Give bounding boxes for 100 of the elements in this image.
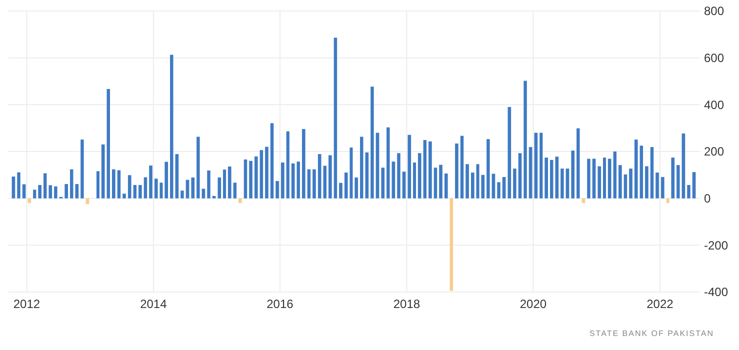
bar xyxy=(286,131,290,198)
bar xyxy=(291,163,295,198)
bar xyxy=(439,164,442,198)
bar xyxy=(660,177,664,198)
bar xyxy=(587,158,590,198)
bar xyxy=(602,158,606,198)
bar xyxy=(22,184,26,198)
bar xyxy=(608,158,612,198)
x-tick-label: 2018 xyxy=(393,297,420,311)
bar xyxy=(613,152,616,198)
bar xyxy=(666,198,670,204)
bar xyxy=(218,177,222,198)
bar xyxy=(592,158,596,198)
bar xyxy=(276,181,279,198)
bar xyxy=(180,190,184,198)
bar xyxy=(196,136,200,198)
bar xyxy=(492,174,496,198)
bar xyxy=(624,174,628,198)
bar xyxy=(497,182,500,198)
bar xyxy=(365,152,369,198)
bar xyxy=(550,160,554,198)
bar xyxy=(328,155,332,198)
bar xyxy=(540,132,543,198)
x-tick-label: 2020 xyxy=(520,297,547,311)
bar xyxy=(238,198,242,204)
x-tick-label: 2014 xyxy=(140,297,168,311)
bar xyxy=(122,194,126,198)
bar xyxy=(634,140,638,198)
bar xyxy=(466,164,469,198)
bar xyxy=(360,136,364,198)
bar xyxy=(318,154,322,198)
bar xyxy=(528,147,532,198)
x-tick-label: 2012 xyxy=(13,297,40,311)
bar xyxy=(164,162,168,198)
bar xyxy=(450,198,454,291)
bar xyxy=(96,171,100,198)
bar xyxy=(228,166,232,198)
bar xyxy=(339,182,342,198)
bar xyxy=(54,186,58,198)
x-tick-label: 2022 xyxy=(646,297,674,311)
bar xyxy=(117,170,121,198)
y-tick-label: -200 xyxy=(704,238,728,252)
bar xyxy=(392,162,396,198)
text: STATE BANK OF PAKISTAN xyxy=(589,329,714,338)
bar xyxy=(281,162,284,198)
bar xyxy=(486,139,490,198)
bar xyxy=(233,182,237,198)
bar xyxy=(455,144,458,198)
bar xyxy=(518,153,522,198)
bar xyxy=(302,129,306,198)
bar xyxy=(254,156,258,198)
bar xyxy=(28,198,32,204)
bar xyxy=(629,168,632,198)
bar xyxy=(645,166,648,198)
y-tick-label: 0 xyxy=(704,192,711,206)
bar xyxy=(418,153,422,198)
bar xyxy=(212,196,216,198)
bar xyxy=(64,184,68,198)
bar xyxy=(186,180,190,198)
bar xyxy=(112,169,116,198)
bar xyxy=(423,140,427,198)
bar xyxy=(576,128,580,198)
bar xyxy=(640,146,644,198)
bar xyxy=(175,154,179,198)
bar xyxy=(428,141,432,198)
bar xyxy=(671,158,675,198)
bar xyxy=(376,132,380,198)
bar xyxy=(402,172,406,198)
y-tick-label: 400 xyxy=(704,98,724,112)
bar xyxy=(17,172,20,198)
bar xyxy=(397,153,400,198)
bar xyxy=(412,162,416,198)
bar xyxy=(144,177,148,198)
bar xyxy=(544,158,548,198)
bar xyxy=(334,38,338,198)
bar xyxy=(106,88,110,198)
bar xyxy=(555,156,559,198)
bar xyxy=(33,190,36,198)
bar xyxy=(323,166,326,198)
bar xyxy=(370,86,374,198)
bar xyxy=(656,172,659,198)
bar xyxy=(38,184,42,198)
bar xyxy=(508,107,512,198)
bar xyxy=(260,150,264,198)
bar xyxy=(80,140,84,198)
bar xyxy=(75,184,79,198)
bar xyxy=(128,175,132,198)
bar xyxy=(244,159,248,198)
y-tick-label: 200 xyxy=(704,144,724,159)
bar xyxy=(571,150,575,198)
bar xyxy=(381,168,385,198)
bar xyxy=(265,146,268,198)
bar xyxy=(223,170,226,198)
bar xyxy=(692,172,696,198)
bar xyxy=(307,169,311,198)
bar xyxy=(524,80,527,198)
x-tick-label: 2016 xyxy=(266,297,294,311)
bar xyxy=(408,134,412,198)
y-tick-label: 600 xyxy=(704,51,724,66)
bar xyxy=(598,166,602,198)
